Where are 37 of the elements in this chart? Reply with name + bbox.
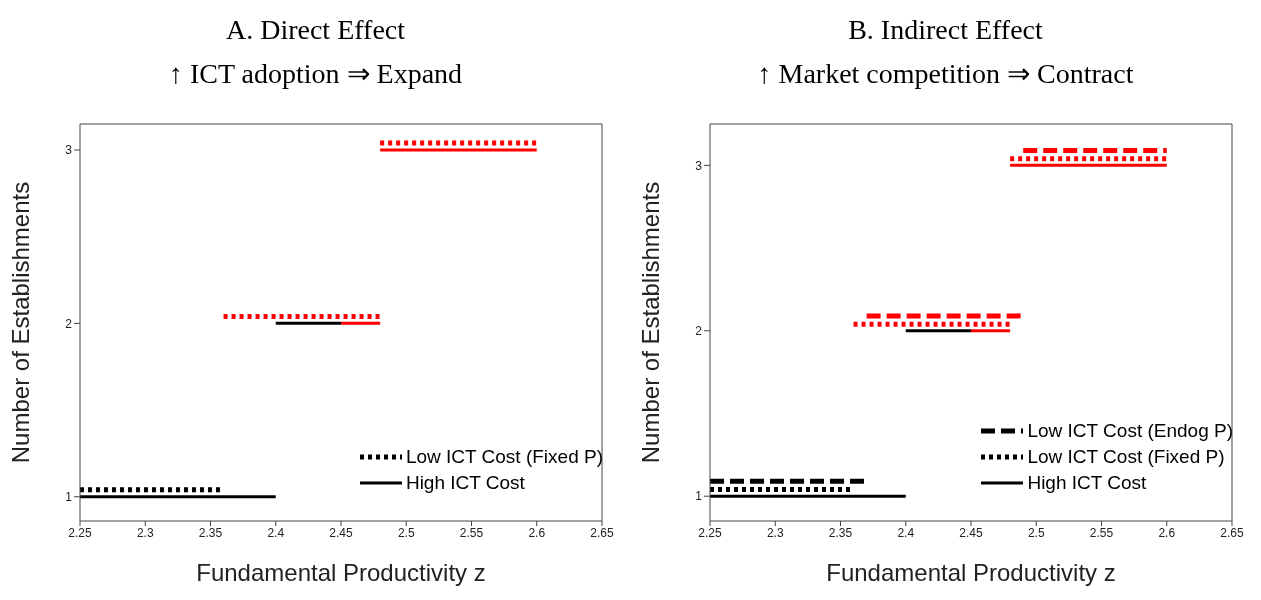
legend-label: High ICT Cost bbox=[405, 472, 525, 494]
x-tick-label: 2.35 bbox=[828, 525, 853, 540]
x-tick-label: 2.25 bbox=[68, 525, 92, 540]
y-tick-label: 1 bbox=[695, 489, 703, 504]
y-tick-label: 3 bbox=[65, 143, 73, 158]
chart-title: A. Direct Effect bbox=[224, 13, 407, 47]
y-axis-title: Number of Establishments bbox=[6, 181, 34, 464]
x-tick-label: 2.3 bbox=[766, 525, 784, 540]
x-tick-label: 2.25 bbox=[698, 525, 722, 540]
x-axis-title: Fundamental Productivity z bbox=[196, 559, 486, 586]
x-tick-label: 2.5 bbox=[1027, 525, 1045, 540]
x-tick-label: 2.45 bbox=[959, 525, 983, 540]
legend-label: Low ICT Cost (Fixed P) bbox=[405, 446, 603, 468]
x-tick-label: 2.4 bbox=[897, 525, 915, 540]
y-tick-label: 1 bbox=[65, 489, 73, 504]
x-tick-label: 2.4 bbox=[267, 525, 285, 540]
x-tick-label: 2.35 bbox=[198, 525, 223, 540]
legend-label: Low ICT Cost (Fixed P) bbox=[1027, 446, 1225, 468]
chart-subtitle: ↑ Market competition ⇒ Contract bbox=[756, 57, 1135, 91]
x-tick-label: 2.65 bbox=[1220, 525, 1244, 540]
x-tick-label: 2.45 bbox=[329, 525, 353, 540]
x-tick-label: 2.5 bbox=[397, 525, 415, 540]
x-tick-label: 2.55 bbox=[1089, 525, 1114, 540]
y-tick-label: 2 bbox=[65, 316, 73, 331]
x-tick-label: 2.55 bbox=[459, 525, 484, 540]
x-tick-label: 2.65 bbox=[590, 525, 614, 540]
legend-label: Low ICT Cost (Endog P) bbox=[1027, 420, 1233, 442]
x-tick-label: 2.3 bbox=[136, 525, 154, 540]
y-axis-title: Number of Establishments bbox=[636, 181, 664, 464]
chart-subtitle: ↑ ICT adoption ⇒ Expand bbox=[167, 57, 464, 91]
x-axis-title: Fundamental Productivity z bbox=[826, 559, 1116, 586]
y-tick-label: 3 bbox=[695, 158, 703, 173]
y-tick-label: 2 bbox=[695, 324, 703, 339]
legend-label: High ICT Cost bbox=[1027, 472, 1147, 494]
x-tick-label: 2.6 bbox=[528, 525, 546, 540]
chart-title: B. Indirect Effect bbox=[847, 13, 1044, 47]
x-tick-label: 2.6 bbox=[1158, 525, 1176, 540]
